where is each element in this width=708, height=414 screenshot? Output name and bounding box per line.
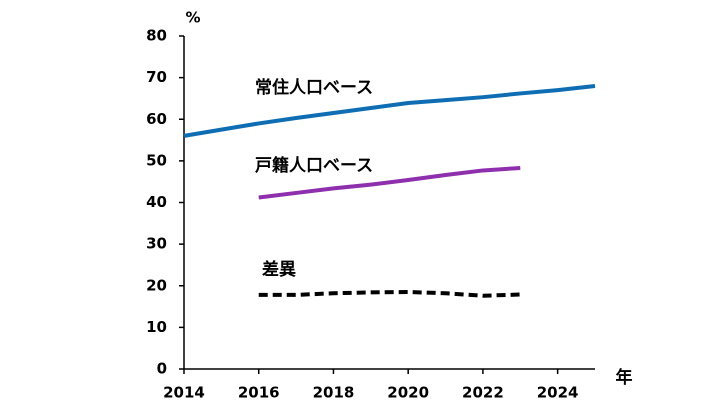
series-line (258, 289, 521, 298)
y-axis-label: % (185, 9, 200, 27)
y-tick-label: 0 (157, 360, 167, 378)
x-tick-label: 2020 (387, 384, 429, 402)
series-label: 差異 (262, 259, 296, 280)
y-tick-label: 30 (146, 235, 167, 253)
x-tick-label: 2024 (537, 384, 579, 402)
series-label: 常住人口ベース (255, 77, 373, 98)
y-tick-label: 80 (146, 27, 167, 45)
x-tick-label: 2016 (238, 384, 280, 402)
series-line (258, 165, 521, 200)
y-tick-label: 10 (146, 318, 167, 336)
x-tick-label: 2014 (163, 384, 205, 402)
x-axis-label: 年 (616, 367, 633, 388)
y-tick-label: 40 (146, 193, 167, 211)
series-label: 戸籍人口ベース (255, 155, 373, 176)
y-tick-label: 50 (146, 151, 167, 169)
x-tick-label: 2022 (462, 384, 504, 402)
y-tick-label: 70 (146, 68, 167, 86)
x-tick-label: 2018 (313, 384, 355, 402)
y-tick-label: 60 (146, 110, 167, 128)
y-tick-label: 20 (146, 276, 167, 294)
series-line (183, 83, 596, 138)
